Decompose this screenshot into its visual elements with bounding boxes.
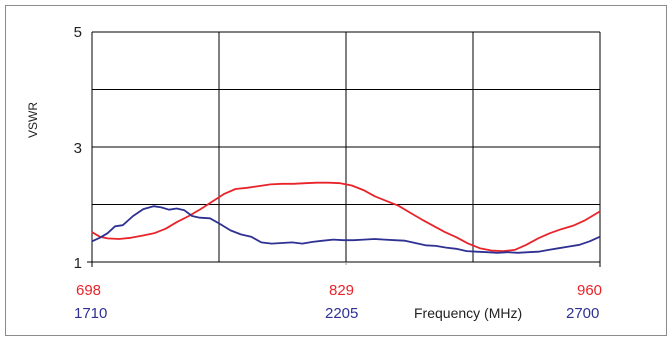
x-tick-band2-2700: 2700 bbox=[566, 305, 599, 322]
y-tick-1: 1 bbox=[74, 255, 82, 272]
series-layer bbox=[91, 181, 601, 254]
x-tick-band1-829: 829 bbox=[329, 282, 354, 299]
x-tick-band1-960: 960 bbox=[577, 282, 602, 299]
x-axis-label: Frequency (MHz) bbox=[414, 305, 522, 321]
x-tick-band1-698: 698 bbox=[76, 282, 101, 299]
y-axis-label: VSWR bbox=[26, 102, 40, 138]
series-line-1 bbox=[91, 181, 601, 253]
x-tick-band2-2205: 2205 bbox=[325, 305, 358, 322]
chart-frame bbox=[5, 5, 667, 336]
series-line-2 bbox=[91, 205, 601, 254]
axes bbox=[87, 261, 601, 267]
x-tick-band2-1710: 1710 bbox=[74, 305, 107, 322]
y-tick-5: 5 bbox=[74, 24, 82, 41]
y-tick-3: 3 bbox=[74, 140, 82, 157]
